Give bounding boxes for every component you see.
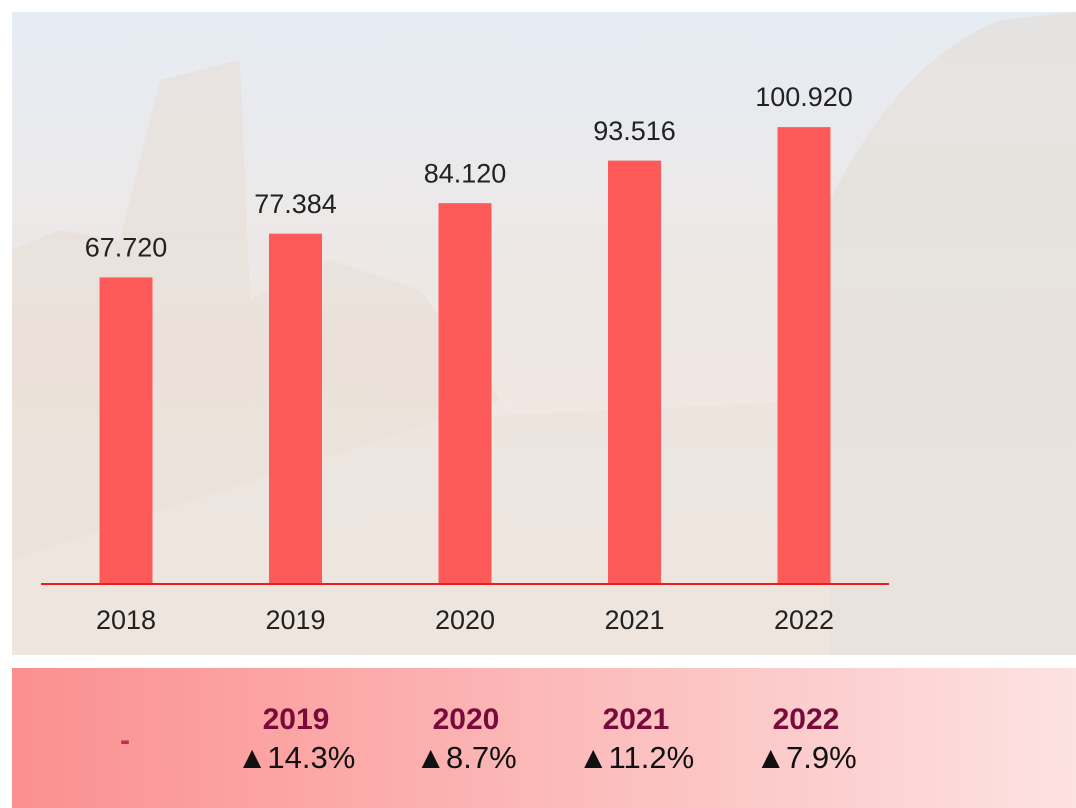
change-value: ▲8.7% [415,740,516,775]
x-tick-label: 2018 [96,605,156,635]
bar [777,127,831,584]
change-value: ▲11.2% [578,740,694,775]
bar [99,277,153,584]
bar [608,160,661,584]
x-tick-label: 2020 [435,605,495,635]
value-label: 84.120 [424,158,507,188]
first-change: - [120,724,130,757]
value-label: 77.384 [254,189,337,219]
value-label: 93.516 [593,116,676,146]
change-year: 2020 [433,703,500,736]
value-label: 67.720 [85,233,168,263]
x-tick-label: 2021 [604,605,664,635]
summary: - 2019 ▲14.3% 2020 ▲8.7% 2021 ▲11.2% 2022 ▲7.9% [120,703,857,775]
bar [269,233,322,584]
value-label: 100.920 [755,82,853,112]
bar [438,203,492,584]
change-value: ▲7.9% [755,740,856,775]
change-value: ▲14.3% [237,740,356,775]
bar-chart: 67.720 2018 77.384 2019 84.120 2020 93.516 2021… [41,82,889,635]
change-year: 2022 [773,703,840,736]
summary-panel [12,668,1076,808]
change-year: 2019 [263,703,330,736]
x-tick-label: 2019 [265,605,325,635]
x-tick-label: 2022 [774,605,834,635]
change-year: 2021 [603,703,670,736]
